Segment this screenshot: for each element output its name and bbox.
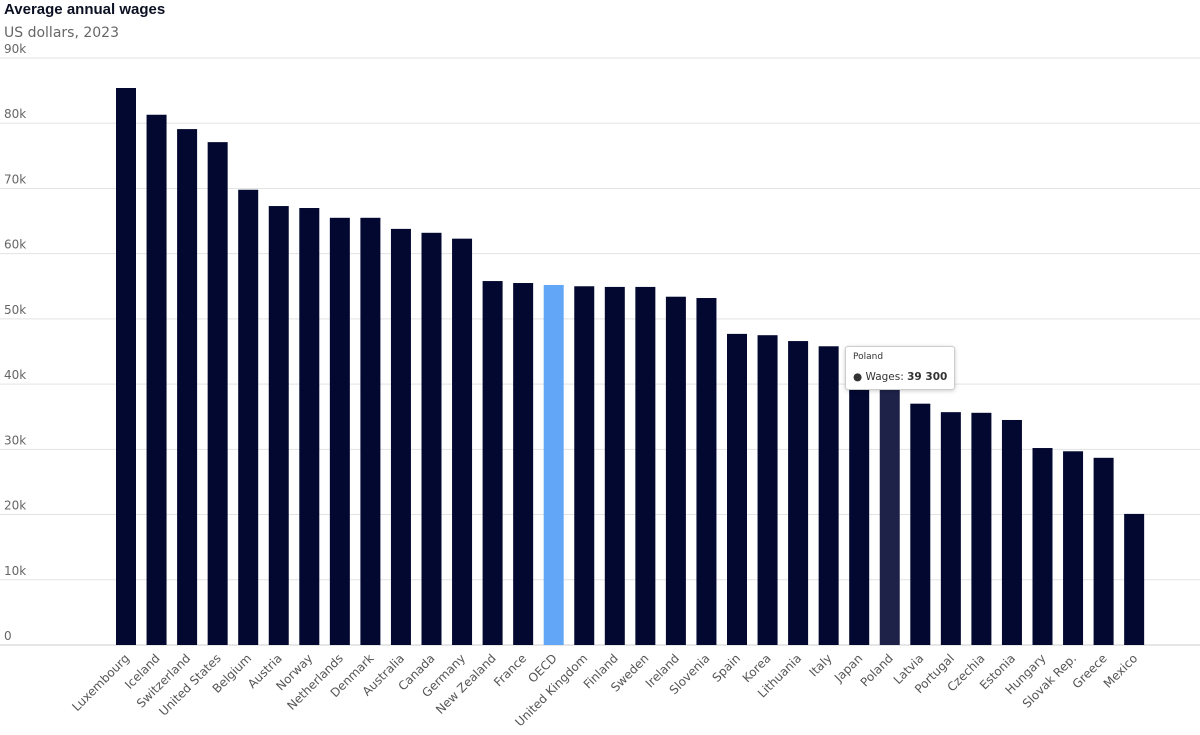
bar-germany[interactable] <box>452 238 473 645</box>
bar-italy[interactable] <box>818 346 839 645</box>
bar-greece[interactable] <box>1093 457 1114 645</box>
x-tick-label: Spain <box>710 651 744 685</box>
bar-denmark[interactable] <box>360 217 381 646</box>
bar-czechia[interactable] <box>971 412 992 645</box>
x-tick-label: France <box>491 651 529 689</box>
bar-spain[interactable] <box>727 333 747 645</box>
tooltip: Poland ● Wages: 39 300 <box>845 346 956 390</box>
tooltip-value: 39 300 <box>907 371 948 383</box>
bar-slovenia[interactable] <box>696 298 717 645</box>
x-tick-label: Greece <box>1070 651 1110 691</box>
bar-united-states[interactable] <box>207 142 228 646</box>
bar-portugal[interactable] <box>940 412 961 645</box>
bar-lithuania[interactable] <box>788 341 809 645</box>
bar-australia[interactable] <box>390 228 411 646</box>
x-tick-label: Poland <box>858 651 896 689</box>
bar-belgium[interactable] <box>238 189 259 645</box>
y-tick-label: 40k <box>4 368 26 382</box>
bar-ireland[interactable] <box>665 296 686 645</box>
y-tick-label: 70k <box>4 172 26 186</box>
tooltip-category: Poland <box>853 352 884 362</box>
bar-luxembourg[interactable] <box>116 88 136 646</box>
y-tick-label: 20k <box>4 499 26 513</box>
bar-new-zealand[interactable] <box>482 281 503 645</box>
y-tick-label: 60k <box>4 238 26 252</box>
bar-netherlands[interactable] <box>329 217 350 646</box>
y-tick-label: 50k <box>4 303 26 317</box>
bar-iceland[interactable] <box>146 114 167 645</box>
bar-korea[interactable] <box>757 335 778 645</box>
bar-switzerland[interactable] <box>177 129 198 645</box>
bar-slovak-rep-[interactable] <box>1063 451 1084 645</box>
bar-finland[interactable] <box>604 286 625 645</box>
bar-oecd[interactable] <box>543 284 564 645</box>
y-tick-label: 90k <box>4 42 26 56</box>
bar-austria[interactable] <box>268 206 289 645</box>
chart-subtitle: US dollars, 2023 <box>4 25 119 41</box>
tooltip-line: ● Wages: 39 300 <box>853 371 948 383</box>
bar-united-kingdom[interactable] <box>574 286 595 645</box>
y-tick-label: 0 <box>4 629 12 643</box>
bar-poland[interactable] <box>879 388 900 645</box>
x-tick-label: Italy <box>806 651 834 679</box>
bar-japan[interactable] <box>849 374 870 645</box>
bar-mexico[interactable] <box>1124 513 1145 645</box>
x-tick-label: Mexico <box>1101 651 1141 691</box>
bar-latvia[interactable] <box>910 403 931 645</box>
bar-sweden[interactable] <box>635 286 656 645</box>
bar-norway[interactable] <box>299 208 320 645</box>
bar-canada[interactable] <box>421 232 442 645</box>
y-tick-label: 80k <box>4 107 26 121</box>
bar-france[interactable] <box>513 283 534 645</box>
bar-hungary[interactable] <box>1032 448 1053 645</box>
bar-estonia[interactable] <box>1001 419 1022 645</box>
chart-title: Average annual wages <box>4 1 166 18</box>
tooltip-label: Wages: <box>865 371 908 383</box>
y-tick-label: 10k <box>4 564 26 578</box>
y-tick-label: 30k <box>4 433 26 447</box>
